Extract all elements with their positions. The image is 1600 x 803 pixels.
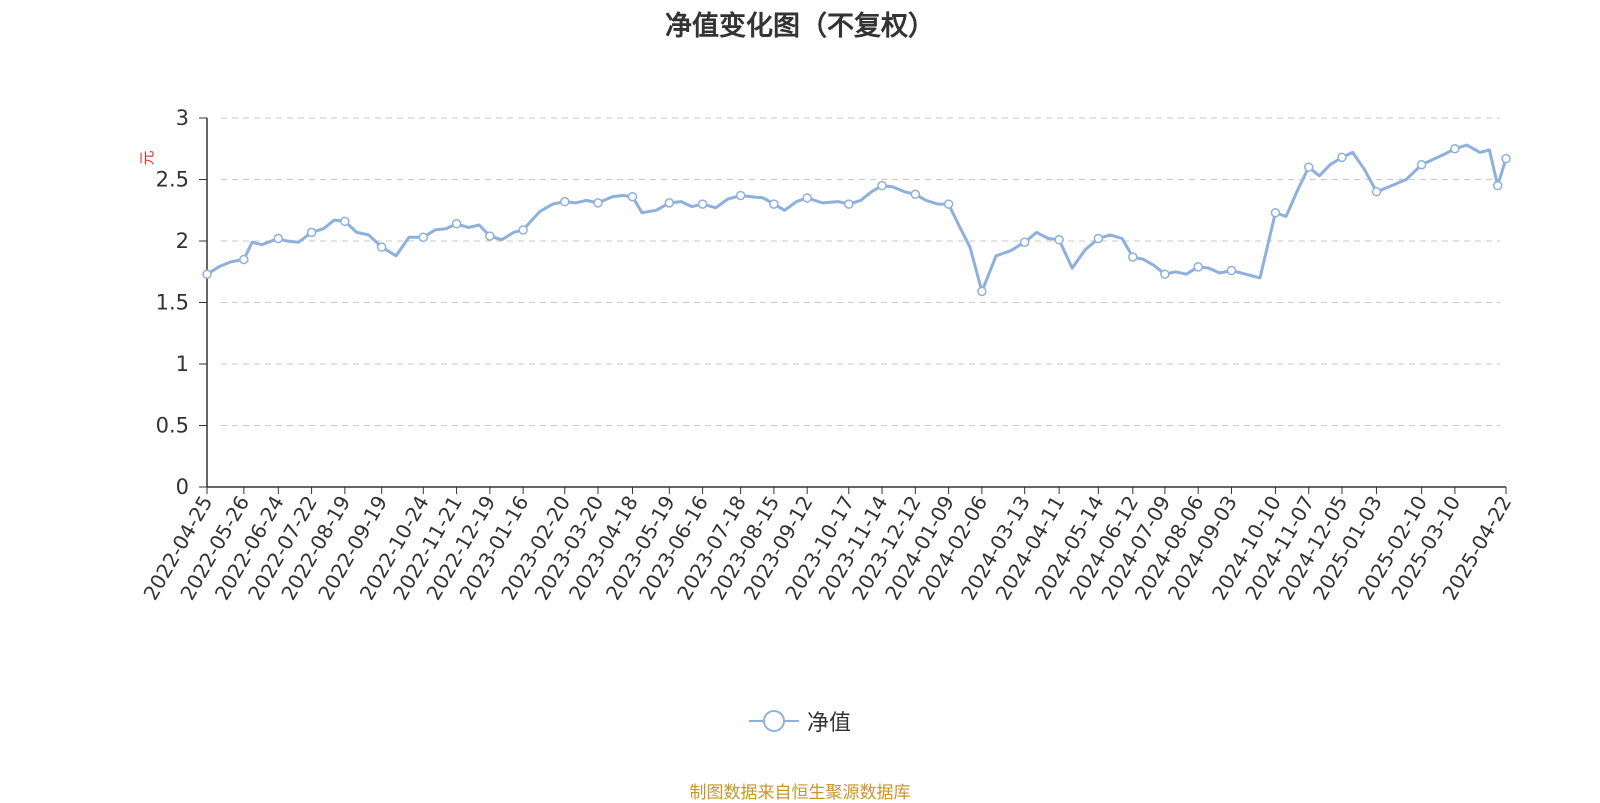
- chart-title: 净值变化图（不复权）: [665, 11, 935, 42]
- data-point: [1093, 233, 1104, 244]
- data-point: [1492, 180, 1503, 191]
- data-point: [664, 198, 675, 208]
- data-point: [802, 193, 812, 203]
- data-point: [239, 254, 249, 265]
- data-point: [418, 232, 429, 243]
- data-point: [1019, 237, 1030, 247]
- data-point: [844, 199, 854, 209]
- data-point: [769, 199, 779, 209]
- data-point: [1416, 159, 1427, 170]
- data-point: [1303, 162, 1314, 172]
- data-point: [1128, 252, 1138, 262]
- data-point: [977, 286, 987, 297]
- y-tick-label: 1.5: [156, 291, 189, 315]
- y-tick-label: 2: [176, 229, 189, 253]
- data-point: [1054, 235, 1064, 245]
- y-axis-label: 元: [138, 150, 156, 165]
- data-point: [1450, 144, 1460, 154]
- legend-label: 净值: [806, 711, 851, 736]
- data-point: [306, 227, 317, 238]
- net-value-line-chart: 00.511.522.532022-04-252022-05-262022-06…: [138, 106, 1516, 604]
- data-point: [518, 225, 528, 235]
- data-point: [1337, 152, 1347, 163]
- data-point: [1501, 153, 1511, 164]
- y-tick-label: 2.5: [156, 168, 189, 192]
- data-point: [273, 233, 284, 244]
- legend-marker-icon: [748, 710, 799, 732]
- data-point: [1160, 269, 1170, 279]
- data-point: [943, 199, 954, 209]
- legend[interactable]: 净值: [0, 705, 1600, 739]
- series-layer: [202, 143, 1511, 297]
- data-point: [1226, 265, 1237, 276]
- y-tick-label: 0.5: [156, 414, 189, 438]
- y-tick-label: 0: [176, 475, 189, 499]
- data-point: [627, 191, 638, 202]
- data-point: [340, 216, 350, 227]
- y-tick-label: 1: [176, 352, 189, 376]
- data-point: [559, 196, 570, 207]
- data-point: [451, 219, 462, 229]
- data-point: [376, 242, 387, 252]
- source-note: 制图数据来自恒生聚源数据库: [689, 783, 911, 803]
- data-point: [202, 269, 212, 279]
- grid-lines: [221, 117, 1500, 426]
- data-point: [1193, 262, 1203, 272]
- data-point: [1371, 187, 1382, 197]
- data-point: [877, 180, 887, 191]
- data-point: [485, 231, 495, 241]
- axes: 00.511.522.532022-04-252022-05-262022-06…: [138, 106, 1516, 604]
- data-point: [735, 190, 746, 201]
- data-point: [697, 199, 708, 209]
- data-point: [1270, 207, 1281, 218]
- data-point: [910, 189, 921, 200]
- data-point: [593, 198, 603, 208]
- y-tick-label: 3: [176, 106, 189, 130]
